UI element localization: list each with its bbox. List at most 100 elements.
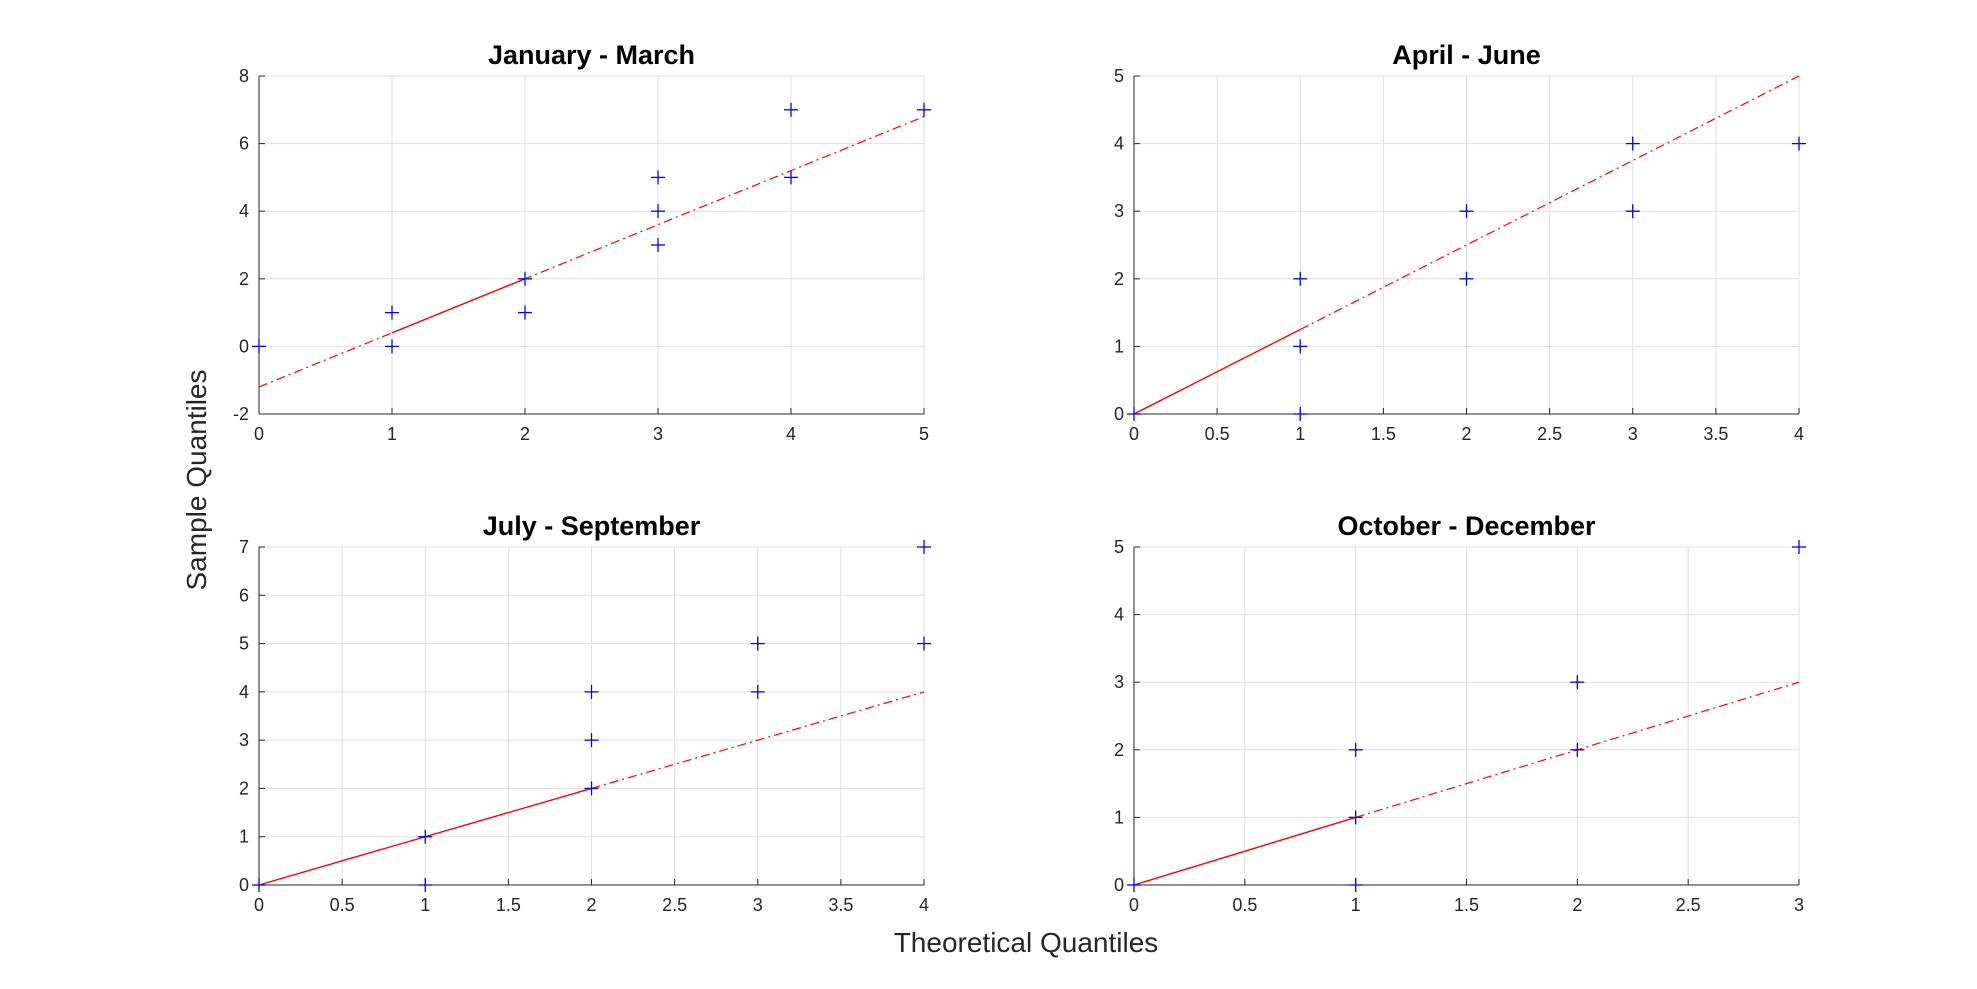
data-point [651,170,665,185]
data-point [1127,407,1141,421]
y-tick-label: 3 [1114,201,1124,221]
data-point [784,170,798,185]
data-point [1127,878,1141,892]
data-point [1792,540,1806,554]
ref-line-solid [1133,816,1356,886]
data-points [1127,540,1806,892]
x-tick-label: 0.5 [330,895,355,915]
data-point [750,684,765,699]
y-tick-label: 3 [239,730,249,750]
data-point [418,878,433,892]
subplot-title: January - March [488,40,695,70]
y-tick-label: -2 [233,404,249,424]
data-point [651,238,665,252]
figure-xlabel: Theoretical Quantiles [894,927,1159,958]
data-point [584,684,599,699]
x-tick-label: 0.5 [1205,424,1230,444]
x-tick-label: 0 [254,895,264,915]
data-point [1570,742,1585,757]
y-tick-label: 2 [239,778,249,798]
subplot-title: October - December [1337,511,1596,541]
y-tick-label: 5 [1114,537,1124,557]
y-tick-label: 0 [1114,875,1124,895]
y-tick-label: 6 [239,585,249,605]
data-point [385,339,399,354]
data-point [252,339,266,354]
ref-line-dashdot [591,691,925,790]
y-tick-label: 4 [1114,605,1124,625]
x-tick-label: 5 [919,424,929,444]
x-tick-label: 3 [753,895,763,915]
subplot-title: July - September [483,511,701,541]
x-tick-label: 1.5 [1454,895,1479,915]
x-tick-label: 3 [1628,424,1638,444]
x-tick-label: 2.5 [662,895,687,915]
y-tick-label: 2 [1114,269,1124,289]
data-point [418,829,433,844]
x-tick-label: 2 [520,424,530,444]
grid-lines [1133,546,1800,886]
ref-line-solid [1133,328,1301,415]
y-tick-label: 0 [1114,404,1124,424]
y-tick-label: 6 [239,134,249,154]
x-tick-label: 1 [420,895,430,915]
data-point [518,271,532,286]
x-tick-label: 2 [586,895,596,915]
x-tick-label: 4 [919,895,929,915]
x-tick-label: 1 [1295,424,1305,444]
data-point [917,102,931,117]
data-point [917,636,931,651]
y-tick-label: 1 [239,827,249,847]
data-point [917,540,931,554]
x-tick-label: 0.5 [1232,895,1257,915]
x-tick-label: 4 [1794,424,1804,444]
x-tick-label: 2 [1461,424,1471,444]
x-tick-label: 0 [1129,895,1139,915]
y-tick-label: 3 [1114,672,1124,692]
y-tick-label: 4 [239,682,249,702]
data-point [1625,136,1640,151]
x-tick-label: 2.5 [1676,895,1701,915]
y-tick-label: 5 [1114,66,1124,86]
data-point [1570,675,1585,690]
data-points [252,540,931,892]
ref-line-solid [391,278,526,334]
y-tick-label: 1 [1114,807,1124,827]
x-tick-label: 2 [1572,895,1582,915]
y-tick-label: 5 [239,634,249,654]
data-point [1792,136,1806,151]
data-point [1459,204,1474,219]
data-point [1348,878,1363,892]
x-tick-label: 4 [786,424,796,444]
data-point [1348,810,1363,825]
x-tick-label: 3 [653,424,663,444]
figure-ylabel: Sample Quantiles [181,369,212,590]
y-tick-label: 8 [239,66,249,86]
y-tick-label: 2 [239,269,249,289]
data-points [252,102,931,354]
y-tick-label: 1 [1114,336,1124,356]
subplot-title: April - June [1392,40,1541,70]
x-tick-label: 1.5 [1371,424,1396,444]
data-point [1293,407,1308,421]
subplot-4: 0 0.5 1 1.5 2 2.5 3 0 1 2 3 4 5 October - December [1114,511,1806,915]
y-tick-label: 4 [239,201,249,221]
y-tick-label: 4 [1114,134,1124,154]
data-point [584,781,599,796]
data-point [1293,271,1308,286]
data-point [518,305,532,320]
subplot-3: 0 0.5 1 1.5 2 2.5 3 3.5 4 0 1 2 3 4 5 6 7 July - Septembe… [239,511,931,915]
data-point [750,636,765,651]
y-tick-label: 0 [239,336,249,356]
x-tick-label: 0 [1129,424,1139,444]
x-tick-label: 3.5 [828,895,853,915]
x-tick-label: 0 [254,424,264,444]
x-tick-label: 3.5 [1703,424,1728,444]
x-tick-label: 1 [1351,895,1361,915]
x-tick-label: 1.5 [496,895,521,915]
ref-line-dashdot [258,116,925,388]
